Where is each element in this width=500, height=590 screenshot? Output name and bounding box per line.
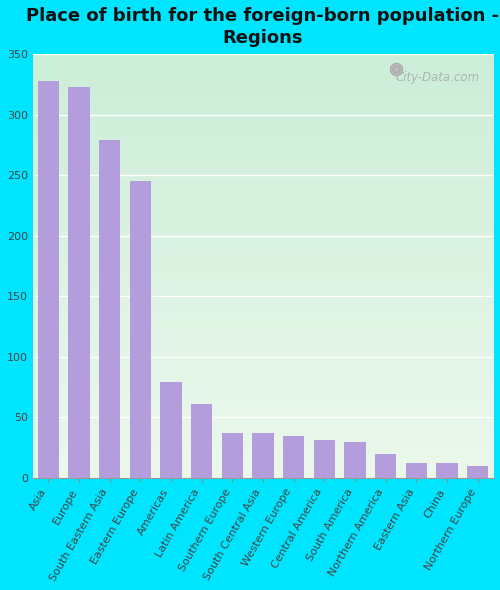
Bar — [406, 463, 427, 478]
Bar — [160, 382, 182, 478]
Bar — [130, 181, 151, 478]
Bar — [375, 454, 396, 478]
Title: Place of birth for the foreign-born population -
Regions: Place of birth for the foreign-born popu… — [26, 7, 500, 47]
Bar — [68, 87, 90, 478]
Bar — [252, 433, 274, 478]
Bar — [222, 433, 243, 478]
Bar — [283, 435, 304, 478]
Bar — [344, 441, 366, 478]
Bar — [38, 81, 59, 478]
Bar — [191, 404, 212, 478]
Bar — [314, 440, 335, 478]
Bar — [99, 140, 120, 478]
Bar — [436, 463, 458, 478]
Bar — [467, 466, 488, 478]
Text: City-Data.com: City-Data.com — [395, 71, 479, 84]
